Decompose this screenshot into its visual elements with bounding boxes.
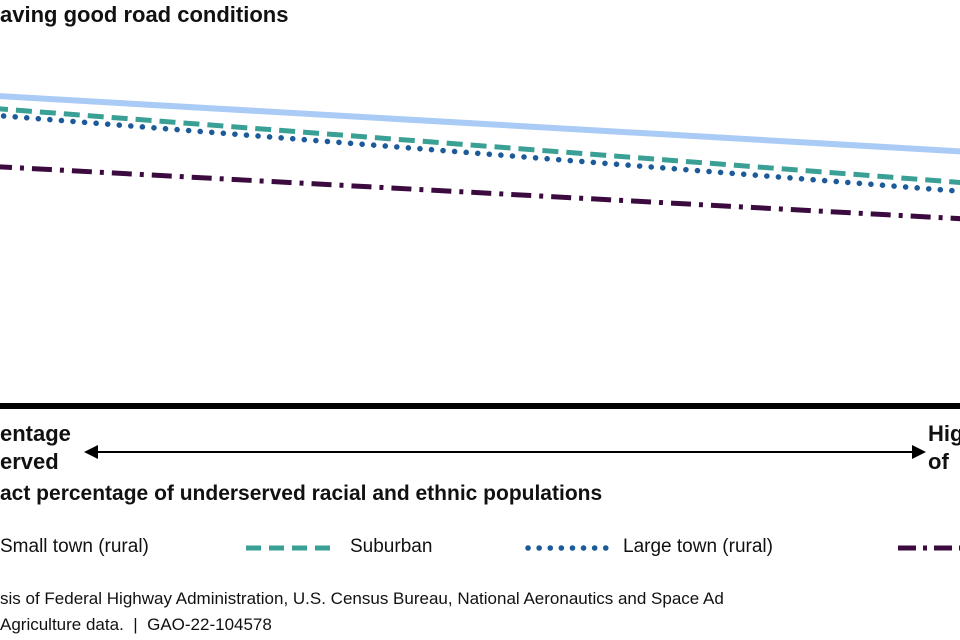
x-axis-high-label: Hig of	[928, 420, 960, 476]
source-note-line2: Agriculture data. | GAO-22-104578	[0, 615, 272, 634]
legend-label-large-town: Large town (rural)	[623, 536, 773, 557]
x-axis-low-label-line2: erved	[0, 449, 59, 474]
source-note: sis of Federal Highway Administration, U…	[0, 586, 724, 638]
series-line-1	[0, 93, 960, 155]
x-axis-title: act percentage of underserved racial and…	[0, 482, 603, 505]
x-axis-low-label-line1: entage	[0, 421, 71, 446]
x-axis-low-label: entage erved	[0, 420, 71, 476]
x-axis-high-label-line2: of	[928, 449, 949, 474]
legend-label-small-town: Small town (rural)	[0, 536, 149, 557]
legend-label-suburban: Suburban	[350, 536, 433, 557]
x-axis-high-label-line1: Hig	[928, 421, 960, 446]
x-axis-arrowhead-right	[912, 445, 926, 459]
x-axis-arrowhead-left	[84, 445, 98, 459]
series-line-4	[0, 164, 960, 222]
legend-swatch-fourth	[898, 545, 960, 551]
source-note-line1: sis of Federal Highway Administration, U…	[0, 589, 724, 608]
chart-title: aving good road conditions	[0, 2, 289, 27]
legend-swatch-large-town	[525, 545, 617, 551]
legend-swatch-suburban	[246, 545, 334, 551]
series-line-2	[0, 106, 960, 185]
series-line-3	[0, 112, 960, 195]
